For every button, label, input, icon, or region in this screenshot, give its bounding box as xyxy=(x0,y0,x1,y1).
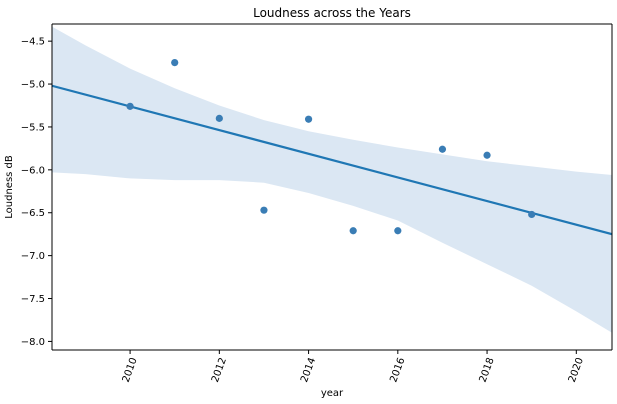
plot-frame xyxy=(51,23,613,351)
y-tick-label-5: −7.0 xyxy=(21,251,45,262)
regression-line xyxy=(52,84,612,236)
x-axis-label: year xyxy=(321,388,344,399)
data-point-2014 xyxy=(304,115,313,123)
x-tick-label-2016: 2016 xyxy=(388,356,407,384)
y-tick-label-3: −6.0 xyxy=(21,165,45,176)
x-tick-label-2012: 2012 xyxy=(210,356,229,384)
x-tick-label-2018: 2018 xyxy=(478,356,497,384)
y-tick-label-6: −7.5 xyxy=(21,294,45,305)
data-point-2018 xyxy=(483,151,491,159)
confidence-band xyxy=(52,26,612,333)
x-tick-label-2010: 2010 xyxy=(121,356,140,384)
regression-line-layer xyxy=(52,84,612,236)
data-point-2015 xyxy=(349,227,357,235)
confidence-band-layer xyxy=(52,26,612,333)
x-tick-label-2020: 2020 xyxy=(567,356,586,384)
data-point-2011 xyxy=(171,59,179,67)
y-axis-label: Loudness dB xyxy=(4,155,15,219)
x-axis: 2010 2012 2014 2016 2018 2020 xyxy=(121,350,586,384)
y-axis: −4.5 −5.0 −5.5 −6.0 −6.5 −7.0 −7.5 −8.0 xyxy=(21,37,52,348)
y-tick-label-0: −4.5 xyxy=(21,37,45,48)
y-tick-label-7: −8.0 xyxy=(21,337,45,348)
data-points-layer xyxy=(126,59,536,235)
data-point-2017 xyxy=(438,145,447,153)
data-point-2019 xyxy=(528,210,536,219)
x-tick-label-2014: 2014 xyxy=(299,356,318,384)
y-tick-label-4: −6.5 xyxy=(21,208,45,219)
data-point-2010 xyxy=(126,102,134,110)
y-tick-label-1: −5.0 xyxy=(21,80,45,91)
y-tick-label-2: −5.5 xyxy=(21,122,45,133)
data-point-2016 xyxy=(394,227,402,235)
data-point-2012 xyxy=(215,114,223,122)
chart-title: Loudness across the Years xyxy=(253,6,411,20)
data-point-2013 xyxy=(260,206,268,214)
